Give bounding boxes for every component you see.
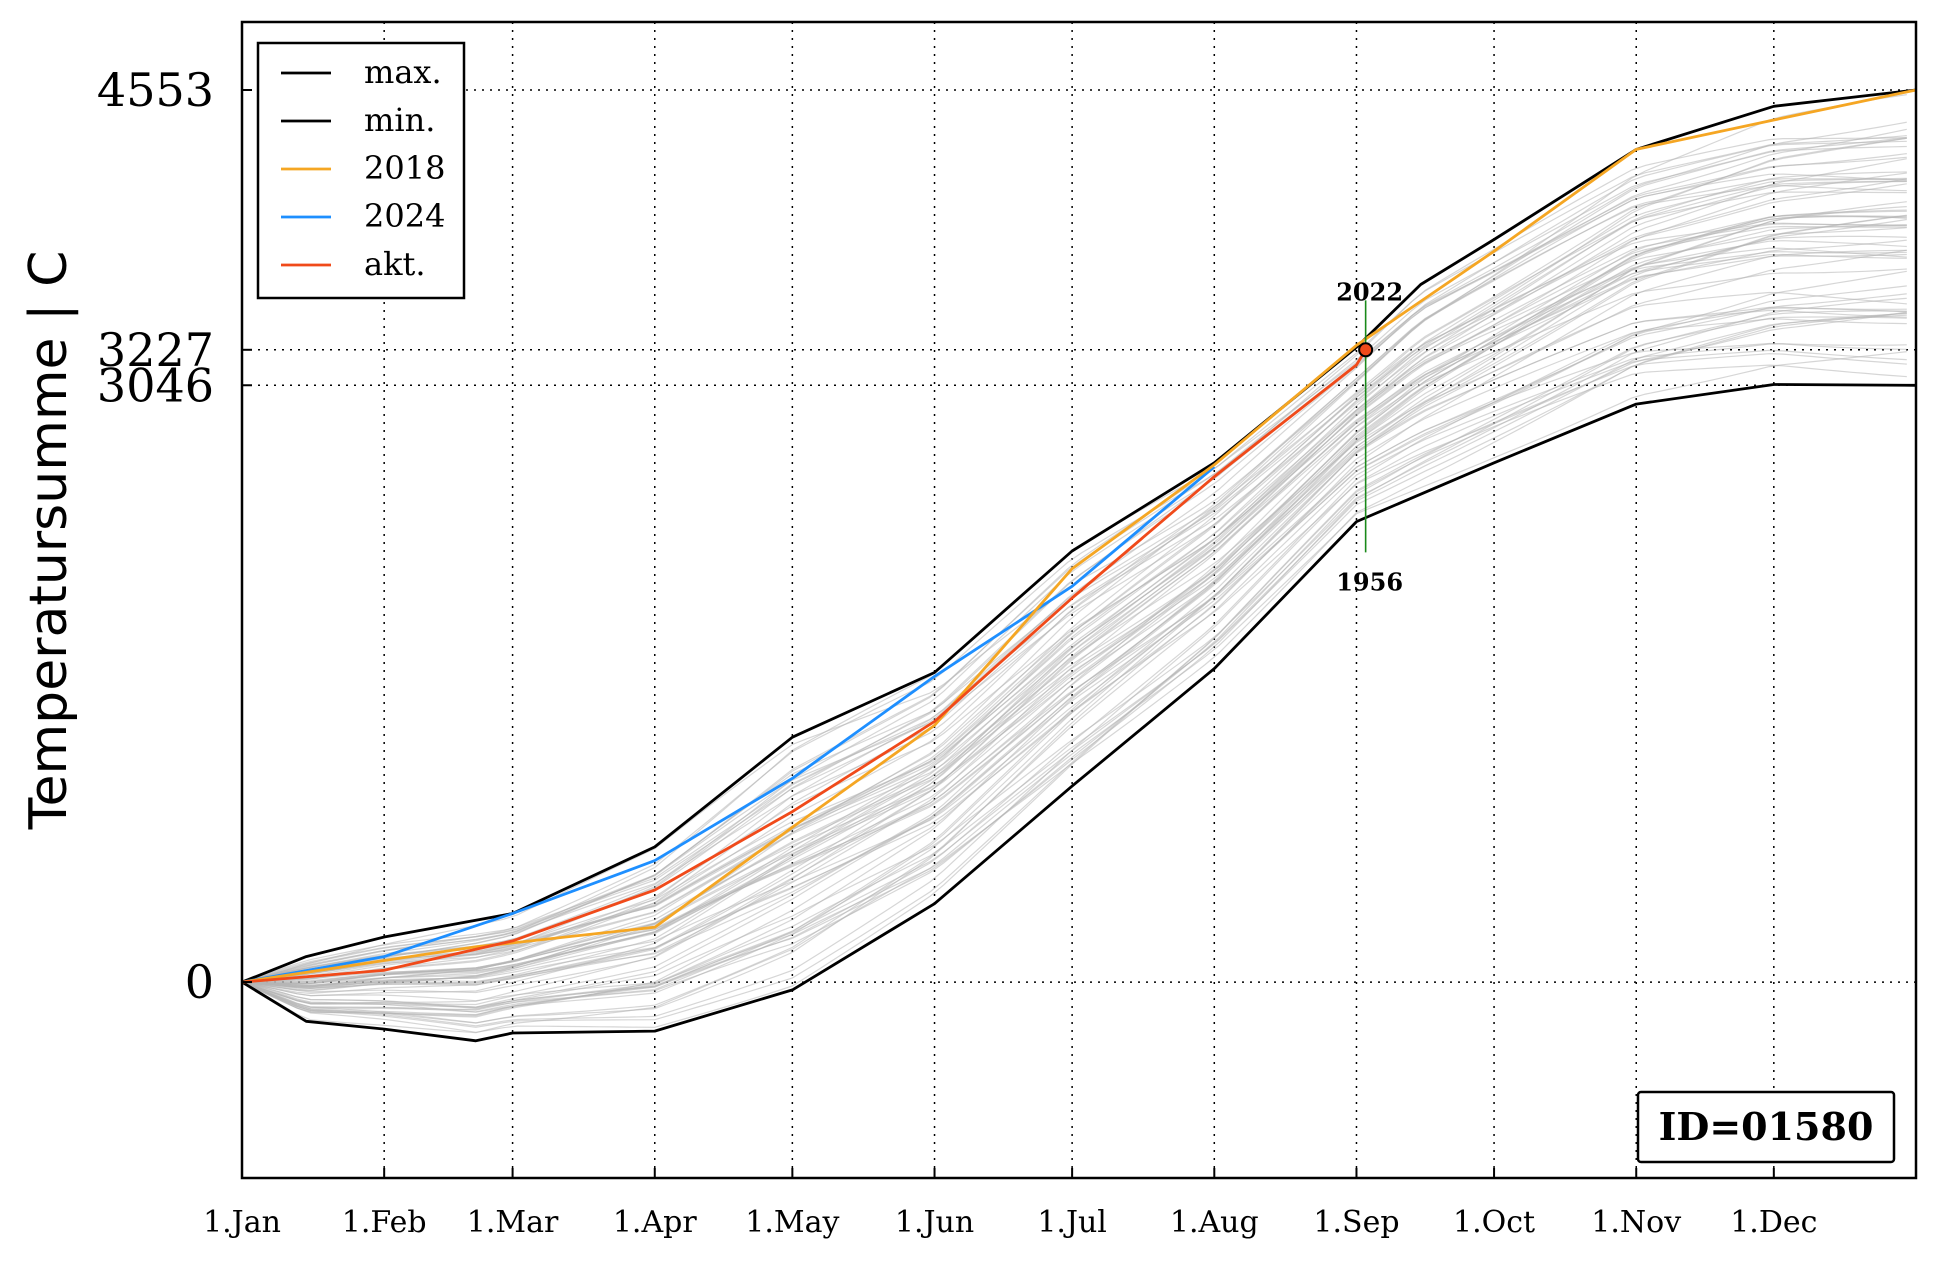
- historical-year-line: [241, 351, 1907, 1034]
- historical-year-line: [241, 349, 1907, 1027]
- historical-year-line: [241, 145, 1907, 983]
- annotation-max-year: 2022: [1336, 277, 1403, 306]
- historical-year-line: [241, 270, 1907, 1005]
- historical-year-line: [241, 137, 1907, 983]
- historical-year-line: [241, 222, 1907, 983]
- series-line-2024: [241, 465, 1216, 984]
- historical-year-line: [241, 215, 1907, 985]
- series-lines: [241, 88, 1917, 1043]
- historical-year-line: [241, 215, 1907, 983]
- x-tick-label: 1.Dec: [1730, 1205, 1817, 1240]
- x-tick-label: 1.Apr: [613, 1205, 697, 1240]
- historical-year-line: [241, 364, 1907, 1033]
- historical-year-line: [241, 135, 1907, 983]
- historical-year-line: [241, 249, 1907, 995]
- series-line-2018: [241, 88, 1917, 984]
- historical-year-line: [241, 316, 1907, 1013]
- y-tick-label: 3046: [97, 358, 214, 412]
- historical-year-line: [241, 253, 1907, 988]
- legend-label: 2018: [364, 149, 445, 187]
- x-tick-labels: 1.Jan 1.Feb 1.Mar 1.Apr 1.May 1.Jun 1.Jul 1.Aug…: [203, 1168, 1817, 1240]
- series-line-min: [241, 383, 1917, 1043]
- historical-year-line: [241, 313, 1907, 1016]
- legend-frame: [256, 41, 466, 300]
- historical-year-line: [241, 247, 1907, 986]
- historical-year-line: [241, 251, 1907, 987]
- series-line-akt: [241, 349, 1367, 984]
- historical-year-line: [241, 240, 1907, 987]
- historical-year-line: [241, 94, 1907, 983]
- x-tick-label: 1.Mar: [467, 1205, 559, 1240]
- historical-year-line: [241, 310, 1907, 1011]
- x-tick-label: 1.Jul: [1037, 1205, 1107, 1240]
- annotation-min-year: 1956: [1336, 567, 1403, 596]
- legend-label: min.: [364, 101, 435, 139]
- plot-frame: [240, 20, 1918, 1180]
- historical-year-line: [241, 293, 1907, 1008]
- historical-year-line: [241, 215, 1907, 992]
- historical-year-line: [241, 183, 1907, 983]
- historical-lines: [241, 94, 1907, 1034]
- legend: max. min. 2018 2024 akt.: [256, 41, 466, 300]
- historical-year-line: [241, 137, 1907, 983]
- id-box: ID=01580: [1636, 1090, 1896, 1164]
- series-line-max: [241, 88, 1917, 984]
- historical-year-line: [241, 191, 1907, 983]
- x-tick-label: 1.May: [745, 1205, 839, 1240]
- historical-year-line: [241, 235, 1907, 990]
- historical-year-line: [241, 225, 1907, 983]
- historical-year-line: [241, 253, 1907, 989]
- historical-year-line: [241, 311, 1907, 1018]
- historical-year-line: [241, 249, 1907, 997]
- annotations: 2022 1956: [1336, 277, 1403, 596]
- legend-label: 2024: [364, 197, 445, 235]
- legend-label: max.: [364, 53, 442, 91]
- historical-year-line: [241, 136, 1907, 983]
- historical-year-line: [241, 343, 1907, 1024]
- historical-year-line: [241, 171, 1907, 983]
- x-tick-label: 1.Jun: [895, 1205, 974, 1240]
- historical-year-line: [241, 224, 1907, 986]
- id-box-frame: [1636, 1090, 1896, 1164]
- historical-year-line: [241, 353, 1907, 1028]
- historical-year-line: [241, 312, 1907, 1017]
- current-value-point: [1358, 342, 1374, 358]
- historical-year-line: [241, 121, 1907, 983]
- x-tick-label: 1.Oct: [1453, 1205, 1535, 1240]
- id-label: ID=01580: [1659, 1104, 1874, 1149]
- historical-year-line: [241, 140, 1907, 983]
- y-tick-label: 3227: [97, 323, 214, 377]
- historical-year-line: [241, 180, 1907, 983]
- historical-year-line: [241, 172, 1907, 983]
- historical-year-line: [241, 309, 1907, 1010]
- historical-year-line: [241, 291, 1907, 1002]
- x-tick-label: 1.Feb: [342, 1205, 427, 1240]
- x-tick-label: 1.Sep: [1313, 1205, 1399, 1240]
- x-tick-label: 1.Jan: [203, 1205, 281, 1240]
- y-tick-label: 4553: [97, 63, 214, 117]
- historical-year-line: [241, 218, 1907, 988]
- historical-year-line: [241, 178, 1907, 983]
- historical-year-line: [241, 307, 1907, 1009]
- historical-year-line: [241, 239, 1907, 990]
- x-tick-label: 1.Nov: [1591, 1205, 1681, 1240]
- historical-year-line: [241, 297, 1907, 1011]
- historical-year-line: [241, 128, 1907, 983]
- y-tick-label: 0: [185, 955, 214, 1009]
- historical-year-line: [241, 137, 1907, 983]
- historical-year-line: [241, 180, 1907, 983]
- y-axis-label: Temperatursumme | C: [19, 251, 79, 831]
- x-tick-label: 1.Aug: [1170, 1205, 1259, 1240]
- historical-year-line: [241, 268, 1907, 994]
- legend-label: akt.: [364, 245, 426, 283]
- historical-year-line: [241, 185, 1907, 983]
